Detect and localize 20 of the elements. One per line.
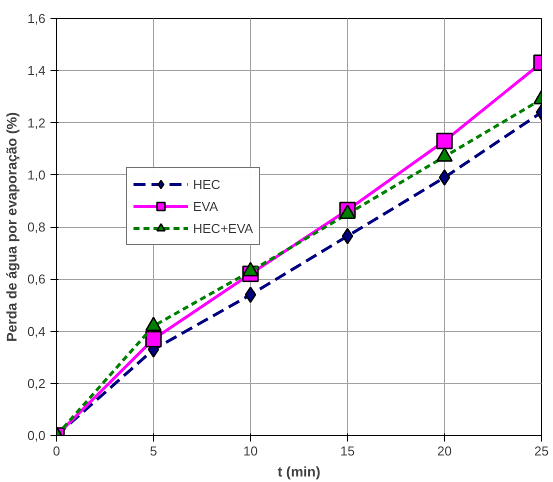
y-tick-label: 0,4 [27,324,46,339]
y-tick-label: 1,0 [27,167,46,182]
y-tick-label: 1,4 [27,63,46,78]
x-tick-label: 20 [437,444,452,458]
x-tick-label: 15 [340,444,355,458]
y-tick-label: 0,2 [27,376,46,391]
y-tick-label: 0,8 [27,220,46,234]
x-tick-label: 10 [243,444,258,458]
legend-label: HEC+EVA [193,220,254,236]
y-tick-label: 0,0 [27,428,46,443]
y-tick-label: 0,6 [27,272,46,287]
y-axis-title: Perda de água por evaporação (%) [3,112,20,342]
x-tick-label: 25 [534,444,549,458]
x-tick-label: 0 [52,444,60,458]
x-tick-label: 5 [150,444,158,458]
y-tick-label: 1,2 [27,115,46,130]
y-tick-label: 1,6 [27,11,46,26]
x-axis-title: t (min) [278,464,320,480]
legend-label: HEC [193,176,220,192]
legend-label: EVA [193,198,218,214]
